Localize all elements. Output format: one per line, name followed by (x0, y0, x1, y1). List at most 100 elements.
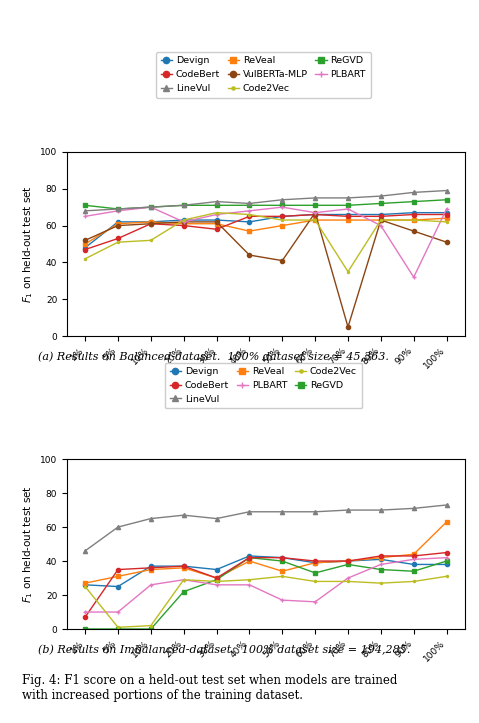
Code2Vec (312, 577, 318, 586)
Devign (312, 558, 318, 567)
PLBART (181, 218, 187, 226)
Code2Vec (312, 215, 318, 224)
ReVeal (411, 550, 417, 559)
PLBART (214, 581, 219, 589)
Code2Vec (214, 577, 219, 586)
Code2Vec (82, 582, 88, 591)
Devign (279, 212, 285, 221)
Line: Devign: Devign (83, 554, 449, 589)
ReVeal (214, 219, 219, 228)
Code2Vec (115, 238, 121, 247)
ReGVD (214, 201, 219, 210)
Devign (214, 215, 219, 224)
Line: ReGVD: ReGVD (83, 555, 449, 631)
Line: VulBERTa-MLP: VulBERTa-MLP (83, 210, 449, 329)
Devign (411, 208, 417, 217)
LineVul (247, 508, 252, 516)
CodeBert (312, 557, 318, 565)
ReVeal (312, 558, 318, 567)
CodeBert (82, 245, 88, 254)
VulBERTa-MLP (378, 215, 384, 224)
VulBERTa-MLP (345, 322, 351, 331)
X-axis label: Portion of Balanced-dataset: Portion of Balanced-dataset (194, 376, 338, 386)
VulBERTa-MLP (247, 251, 252, 260)
PLBART (345, 205, 351, 213)
LineVul (214, 514, 219, 523)
Devign (411, 560, 417, 569)
ReGVD (345, 560, 351, 569)
Code2Vec (444, 218, 449, 226)
ReGVD (378, 199, 384, 208)
CodeBert (411, 210, 417, 219)
PLBART (279, 202, 285, 211)
ReGVD (214, 576, 219, 584)
ReGVD (181, 587, 187, 596)
Line: CodeBert: CodeBert (83, 213, 449, 252)
Code2Vec (411, 577, 417, 586)
Code2Vec (148, 621, 154, 630)
CodeBert (115, 565, 121, 574)
ReVeal (82, 579, 88, 588)
Line: CodeBert: CodeBert (83, 550, 449, 619)
Devign (115, 582, 121, 591)
Code2Vec (247, 210, 252, 219)
Devign (312, 210, 318, 219)
ReGVD (345, 201, 351, 210)
ReVeal (378, 553, 384, 562)
Line: Devign: Devign (83, 210, 449, 249)
Devign (444, 560, 449, 569)
Code2Vec (378, 215, 384, 224)
VulBERTa-MLP (181, 218, 187, 226)
LineVul (312, 194, 318, 202)
LineVul (181, 201, 187, 210)
VulBERTa-MLP (82, 236, 88, 244)
CodeBert (312, 210, 318, 219)
Code2Vec (411, 215, 417, 224)
ReGVD (312, 201, 318, 210)
Code2Vec (279, 572, 285, 581)
ReGVD (148, 625, 154, 633)
CodeBert (148, 219, 154, 228)
Devign (115, 218, 121, 226)
CodeBert (279, 212, 285, 221)
ReGVD (279, 201, 285, 210)
PLBART (378, 221, 384, 230)
ReVeal (411, 215, 417, 224)
PLBART (312, 208, 318, 217)
LineVul (279, 195, 285, 204)
PLBART (247, 581, 252, 589)
ReVeal (148, 565, 154, 574)
CodeBert (214, 225, 219, 234)
LineVul (345, 506, 351, 515)
PLBART (345, 574, 351, 583)
ReVeal (345, 557, 351, 565)
VulBERTa-MLP (444, 238, 449, 247)
ReGVD (82, 201, 88, 210)
ReVeal (181, 219, 187, 228)
ReGVD (444, 557, 449, 565)
ReGVD (444, 195, 449, 204)
ReVeal (247, 227, 252, 236)
PLBART (312, 597, 318, 606)
LineVul (411, 504, 417, 513)
LineVul (82, 547, 88, 555)
CodeBert (411, 552, 417, 560)
ReGVD (247, 553, 252, 562)
Code2Vec (444, 572, 449, 581)
LineVul (378, 192, 384, 200)
Line: ReVeal: ReVeal (83, 216, 449, 246)
CodeBert (279, 553, 285, 562)
ReVeal (279, 567, 285, 576)
Devign (214, 565, 219, 574)
Code2Vec (345, 577, 351, 586)
LineVul (378, 506, 384, 515)
ReGVD (82, 625, 88, 633)
PLBART (411, 273, 417, 281)
PLBART (444, 553, 449, 562)
CodeBert (115, 234, 121, 243)
VulBERTa-MLP (312, 208, 318, 217)
PLBART (444, 205, 449, 213)
Line: LineVul: LineVul (83, 189, 449, 213)
Devign (247, 552, 252, 560)
PLBART (115, 607, 121, 616)
